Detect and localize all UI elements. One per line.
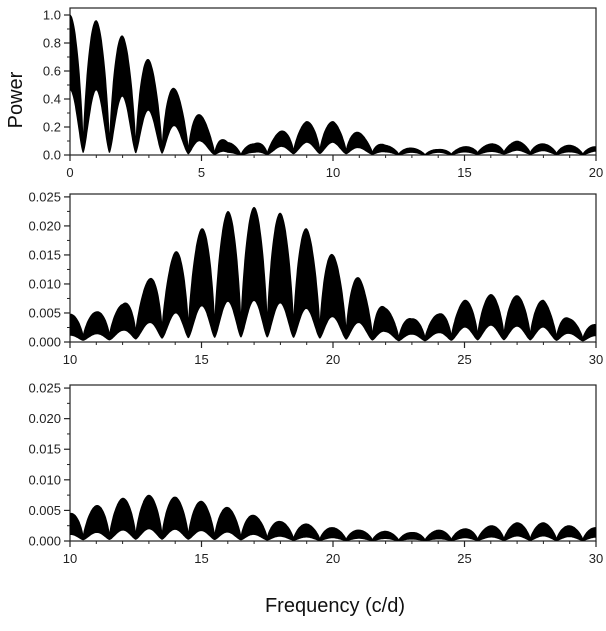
- y-tick-label: 0.010: [28, 276, 61, 291]
- x-tick-label: 20: [589, 165, 603, 180]
- x-tick-label: 25: [457, 551, 471, 566]
- x-tick-label: 0: [66, 165, 73, 180]
- panel-2-data: [70, 206, 596, 342]
- panel-2: 10 15 20 25 30 0.000 0.005 0.010 0.015 0.020 0.025: [28, 189, 603, 367]
- y-tick-label: 0.025: [28, 189, 61, 204]
- x-tick-label: 15: [194, 352, 208, 367]
- panels: 0 5 10 15 20 0.0 0.2 0.4 0.6 0.8 1.0 10 15 20 25 30 0.00…: [28, 7, 603, 566]
- y-tick-label: 0.015: [28, 442, 61, 457]
- x-tick-label: 10: [63, 551, 77, 566]
- y-tick-label: 0.020: [28, 218, 61, 233]
- x-tick-label: 25: [457, 352, 471, 367]
- x-tick-label: 10: [326, 165, 340, 180]
- x-tick-label: 10: [63, 352, 77, 367]
- x-axis-title: Frequency (c/d): [265, 595, 405, 617]
- y-tick-label: 0.005: [28, 305, 61, 320]
- y-tick-label: 0.010: [28, 472, 61, 487]
- y-tick-label: 0.025: [28, 381, 61, 396]
- x-tick-label: 20: [326, 551, 340, 566]
- y-tick-label: 0.000: [28, 534, 61, 549]
- x-tick-label: 30: [589, 352, 603, 367]
- x-tick-label: 15: [457, 165, 471, 180]
- y-tick-label: 0.000: [28, 335, 61, 350]
- y-tick-label: 0.2: [43, 120, 61, 135]
- y-tick-label: 0.005: [28, 503, 61, 518]
- panel-1: 0 5 10 15 20 0.0 0.2 0.4 0.6 0.8 1.0: [43, 7, 603, 180]
- y-tick-label: 0.8: [43, 36, 61, 51]
- x-tick-label: 20: [326, 352, 340, 367]
- series-envelope: [70, 206, 596, 342]
- y-tick-label: 0.6: [43, 64, 61, 79]
- panel-3: 10 15 20 25 30 0.000 0.005 0.010 0.015 0.020 0.025: [28, 381, 603, 566]
- x-tick-label: 30: [589, 551, 603, 566]
- panel-3-data: [70, 494, 596, 541]
- series-envelope: [70, 14, 596, 155]
- series-envelope: [70, 494, 596, 541]
- y-tick-label: 0.015: [28, 247, 61, 262]
- x-tick-label: 15: [194, 551, 208, 566]
- panel-1-data: [70, 14, 596, 155]
- y-tick-label: 0.020: [28, 411, 61, 426]
- x-tick-label: 5: [198, 165, 205, 180]
- y-tick-label: 0.4: [43, 92, 61, 107]
- y-tick-label: 1.0: [43, 8, 61, 23]
- y-axis-title: Power: [5, 71, 27, 128]
- y-tick-label: 0.0: [43, 148, 61, 163]
